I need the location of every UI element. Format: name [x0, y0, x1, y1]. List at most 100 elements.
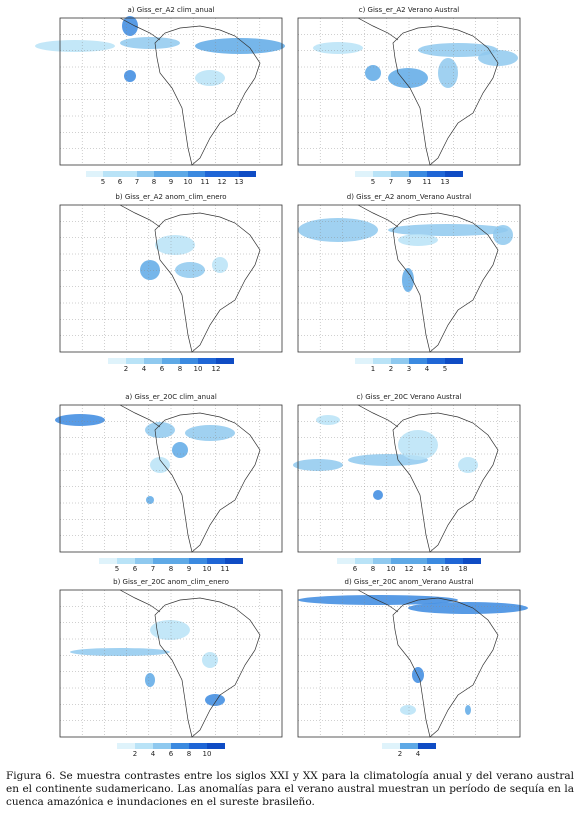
colorbar-swatch — [382, 743, 400, 749]
colorbar-swatch — [126, 358, 144, 364]
panel-title: b) Giss_er_20C anom_clim_enero — [113, 578, 229, 586]
colorbar-swatch — [400, 743, 418, 749]
field-blob — [155, 235, 195, 255]
map-frame — [297, 589, 521, 738]
map-panel: b) Giss_er_A2 anom_clim_enero 2 4 6 8 10 12 — [59, 193, 283, 373]
field-blob — [365, 65, 381, 81]
colorbar-swatch — [427, 358, 445, 364]
colorbar-label: 3 — [407, 365, 411, 373]
colorbar-swatch — [180, 358, 198, 364]
colorbar-label: 8 — [152, 178, 156, 186]
colorbar-swatch — [373, 558, 391, 564]
colorbar-swatch — [216, 358, 234, 364]
colorbar-swatch — [86, 171, 103, 177]
colorbar-label: 10 — [194, 365, 203, 373]
field-blob — [145, 673, 155, 687]
map-panel: b) Giss_er_20C anom_clim_enero 2 4 6 8 10 — [59, 578, 283, 758]
panel-title: a) Giss_er_A2 clim_anual — [127, 6, 214, 14]
colorbar-swatch — [171, 743, 189, 749]
field-blob — [140, 260, 160, 280]
map-panel: c) Giss_er_20C Verano Austral 6 8 10 12 14 16 1… — [293, 393, 521, 573]
colorbar-swatch — [117, 743, 135, 749]
colorbar-swatch — [355, 358, 373, 364]
colorbar-swatch — [239, 171, 256, 177]
field-blob — [438, 58, 458, 88]
field-blob — [124, 70, 136, 82]
colorbar-label: 10 — [387, 565, 396, 573]
colorbar-label: 8 — [169, 565, 173, 573]
continent-outline — [119, 589, 261, 738]
colorbar-swatch — [222, 171, 239, 177]
colorbar-swatch — [153, 743, 171, 749]
field-blob — [146, 496, 154, 504]
colorbar-swatch — [189, 743, 207, 749]
colorbar-swatch — [135, 558, 153, 564]
colorbar-label: 7 — [151, 565, 155, 573]
colorbar-label: 8 — [371, 565, 375, 573]
colorbar-swatch — [135, 743, 153, 749]
colorbar-label: 2 — [133, 750, 137, 758]
colorbar-label: 12 — [405, 565, 414, 573]
continent-outline — [119, 204, 261, 353]
panel-title: b) Giss_er_A2 anom_clim_enero — [115, 193, 226, 201]
colorbar-label: 12 — [212, 365, 221, 373]
colorbar-swatch — [409, 358, 427, 364]
field-blob — [465, 705, 471, 715]
colorbar-label: 5 — [443, 365, 447, 373]
map-frame — [297, 17, 521, 166]
field-blob — [150, 620, 190, 640]
map-panel: d) Giss_er_20C anom_Verano Austral 2 4 — [297, 578, 528, 758]
colorbar-swatch — [418, 743, 436, 749]
colorbar-label: 12 — [218, 178, 227, 186]
colorbar-swatch — [391, 171, 409, 177]
field-blob — [55, 414, 105, 426]
colorbar-label: 10 — [203, 750, 212, 758]
field-blob — [185, 425, 235, 441]
colorbar-swatch — [445, 558, 463, 564]
panel-title: d) Giss_er_A2 anom_Verano Austral — [347, 193, 471, 201]
colorbar-label: 6 — [169, 750, 174, 758]
colorbar-swatch — [144, 358, 162, 364]
colorbar-label: 7 — [389, 178, 393, 186]
colorbar-label: 11 — [201, 178, 210, 186]
colorbar-swatch — [188, 171, 205, 177]
field-blob — [458, 457, 478, 473]
caption: Figura 6. Se muestra contrastes entre lo… — [6, 770, 574, 808]
field-blob — [388, 224, 508, 236]
colorbar-swatch — [207, 743, 225, 749]
continent-outline — [119, 17, 261, 166]
panel-title: c) Giss_er_A2 Verano Austral — [359, 6, 460, 14]
colorbar-swatch — [463, 558, 481, 564]
colorbar-label: 11 — [221, 565, 230, 573]
field-blob — [398, 430, 438, 460]
continent-outline — [357, 589, 499, 738]
map-frame — [59, 404, 283, 553]
colorbar-swatch — [108, 358, 126, 364]
map-frame — [59, 589, 283, 738]
colorbar-swatch — [137, 171, 154, 177]
colorbar-label: 8 — [178, 365, 182, 373]
field-blob — [402, 268, 414, 292]
colorbar-swatch — [103, 171, 120, 177]
colorbar-label: 4 — [416, 750, 421, 758]
colorbar-label: 11 — [423, 178, 432, 186]
field-blob — [398, 234, 438, 246]
colorbar-label: 5 — [371, 178, 375, 186]
field-blob — [418, 43, 498, 57]
colorbar-swatch — [225, 558, 243, 564]
colorbar-label: 14 — [423, 565, 432, 573]
colorbar-swatch — [205, 171, 222, 177]
map-panel: a) Giss_er_A2 clim_anual 5 6 7 8 9 10 11 12 13 — [35, 6, 285, 186]
colorbar-swatch — [391, 358, 409, 364]
colorbar-label: 6 — [160, 365, 165, 373]
colorbar-label: 8 — [187, 750, 191, 758]
map-panel: d) Giss_er_A2 anom_Verano Austral 1 2 3 4 5 — [297, 193, 521, 373]
colorbar-swatch — [171, 558, 189, 564]
colorbar-swatch — [355, 171, 373, 177]
field-blob — [373, 490, 383, 500]
colorbar-label: 9 — [169, 178, 173, 186]
field-blob — [313, 42, 363, 54]
colorbar-swatch — [373, 171, 391, 177]
colorbar-swatch — [391, 558, 409, 564]
